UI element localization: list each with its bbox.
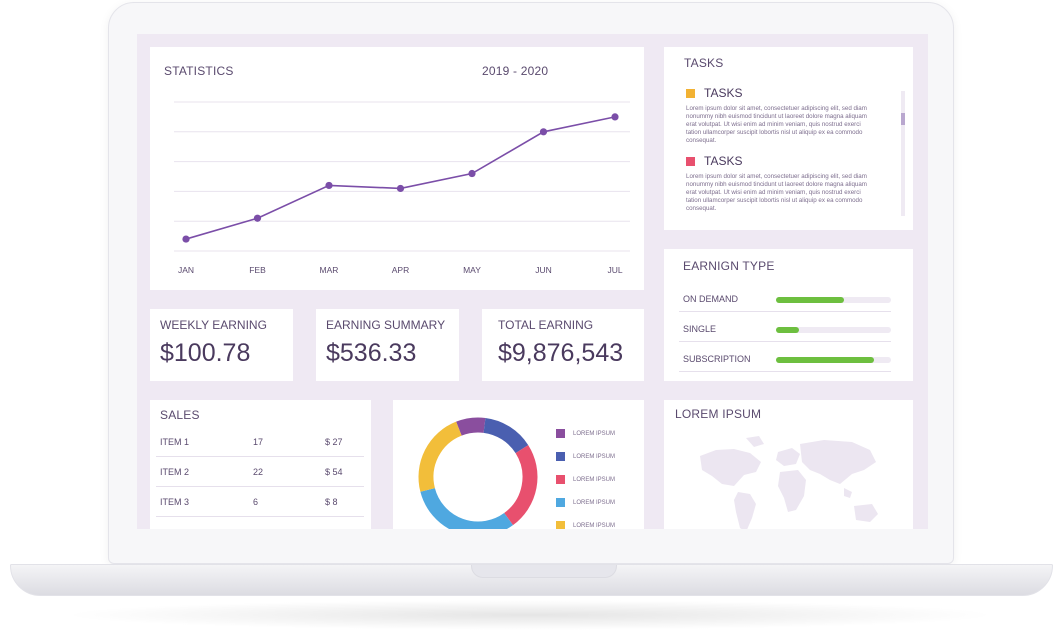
data-point[interactable] bbox=[253, 214, 262, 222]
weekly-earning-label: WEEKLY EARNING bbox=[160, 318, 267, 332]
total-earning-card: TOTAL EARNING $9,876,543 bbox=[482, 309, 644, 381]
earning-type-label: ON DEMAND bbox=[683, 294, 739, 304]
legend-item: LOREM IPSUM bbox=[556, 452, 615, 461]
earning-type-title: EARNIGN TYPE bbox=[683, 259, 775, 273]
sales-item-price: $ 27 bbox=[325, 437, 343, 447]
x-tick-label: FEB bbox=[249, 265, 266, 275]
map-title: LOREM IPSUM bbox=[675, 407, 762, 421]
sales-card: SALES ITEM 1 17 $ 27 ITEM 2 22 $ 54 ITEM… bbox=[150, 400, 371, 529]
statistics-period: 2019 - 2020 bbox=[482, 64, 549, 78]
data-point[interactable] bbox=[325, 181, 333, 190]
weekly-earning-card: WEEKLY EARNING $100.78 bbox=[150, 309, 293, 381]
legend-color-square-icon bbox=[556, 521, 565, 529]
earning-type-label: SINGLE bbox=[683, 324, 717, 334]
task-label: TASKS bbox=[704, 154, 743, 168]
donut-slice[interactable] bbox=[503, 445, 538, 526]
statistics-card: STATISTICS 2019 - 2020 JAN FEB MAR APR MAY JU… bbox=[150, 47, 644, 290]
earning-summary-value: $536.33 bbox=[326, 339, 417, 367]
earning-type-label: SUBSCRIPTION bbox=[683, 354, 751, 364]
legend-label: LOREM IPSUM bbox=[573, 453, 616, 460]
x-tick-label: JUN bbox=[535, 265, 552, 275]
statistics-title: STATISTICS bbox=[164, 64, 234, 78]
total-earning-label: TOTAL EARNING bbox=[498, 318, 594, 332]
task-description: Lorem ipsum dolor sit amet, consectetuer… bbox=[686, 173, 867, 212]
legend-color-square-icon bbox=[556, 429, 565, 438]
legend-color-square-icon bbox=[556, 452, 565, 461]
sales-item-name: ITEM 1 bbox=[160, 437, 190, 447]
table-row[interactable]: ITEM 3 6 $ 8 bbox=[156, 487, 364, 517]
tasks-scrollbar[interactable] bbox=[901, 91, 905, 216]
earning-type-card: EARNIGN TYPE ON DEMAND SINGLE SUBSCRIPTI… bbox=[664, 249, 913, 381]
x-tick-label: MAY bbox=[463, 265, 481, 275]
earning-summary-card: EARNING SUMMARY $536.33 bbox=[316, 309, 459, 381]
earning-type-progress-fill bbox=[776, 357, 874, 363]
earning-type-row: ON DEMAND bbox=[679, 288, 891, 312]
legend-item: LOREM IPSUM bbox=[556, 521, 615, 529]
donut-slice[interactable] bbox=[456, 417, 486, 436]
x-tick-label: APR bbox=[392, 265, 409, 275]
world-map-icon bbox=[700, 436, 878, 529]
donut-slice[interactable] bbox=[483, 417, 529, 454]
statistics-line-chart: JAN FEB MAR APR MAY JUN JUL bbox=[174, 101, 630, 275]
donut-chart-card: LOREM IPSUM LOREM IPSUM LOREM IPSUM LORE… bbox=[393, 400, 644, 529]
earning-type-progress-bar bbox=[776, 357, 891, 363]
sales-item-qty: 6 bbox=[253, 497, 259, 507]
earning-summary-label: EARNING SUMMARY bbox=[326, 318, 446, 332]
sales-item-price: $ 8 bbox=[325, 497, 338, 507]
donut-chart bbox=[418, 417, 538, 529]
legend-color-square-icon bbox=[556, 498, 565, 507]
legend-item: LOREM IPSUM bbox=[556, 475, 615, 484]
legend-item: LOREM IPSUM bbox=[556, 498, 615, 507]
donut-slice[interactable] bbox=[418, 421, 462, 492]
tasks-card: TASKS TASKS Lorem ipsum dolor sit amet, … bbox=[664, 47, 913, 230]
earning-type-progress-fill bbox=[776, 327, 799, 333]
earning-type-row: SINGLE bbox=[679, 318, 891, 342]
map-card: LOREM IPSUM bbox=[664, 400, 913, 529]
legend-label: LOREM IPSUM bbox=[573, 476, 616, 483]
laptop-lid: STATISTICS 2019 - 2020 JAN FEB MAR APR MAY JU… bbox=[108, 2, 954, 564]
donut-slice[interactable] bbox=[420, 487, 513, 529]
earning-type-row: SUBSCRIPTION bbox=[679, 348, 891, 372]
task-label: TASKS bbox=[704, 86, 743, 100]
sales-item-name: ITEM 3 bbox=[160, 497, 190, 507]
total-earning-value: $9,876,543 bbox=[498, 339, 624, 367]
tasks-scrollbar-thumb[interactable] bbox=[901, 113, 905, 125]
data-point[interactable] bbox=[611, 113, 619, 121]
laptop-base bbox=[10, 564, 1053, 596]
task-color-square-icon bbox=[686, 88, 695, 98]
legend-label: LOREM IPSUM bbox=[573, 430, 616, 437]
x-tick-label: JAN bbox=[178, 265, 194, 275]
table-row[interactable]: ITEM 2 22 $ 54 bbox=[156, 457, 364, 487]
legend-label: LOREM IPSUM bbox=[573, 499, 616, 506]
earning-type-progress-fill bbox=[776, 297, 844, 303]
task-description: Lorem ipsum dolor sit amet, consectetuer… bbox=[686, 105, 867, 144]
laptop-notch bbox=[471, 565, 617, 578]
laptop-shadow bbox=[60, 600, 1000, 630]
task-color-square-icon bbox=[686, 156, 695, 166]
earning-type-progress-bar bbox=[776, 327, 891, 333]
dashboard-screen: STATISTICS 2019 - 2020 JAN FEB MAR APR MAY JU… bbox=[137, 34, 928, 529]
data-point[interactable] bbox=[468, 169, 476, 178]
legend-item: LOREM IPSUM bbox=[556, 429, 615, 438]
sales-item-price: $ 54 bbox=[325, 467, 343, 477]
x-tick-label: MAR bbox=[320, 265, 339, 275]
sales-item-qty: 17 bbox=[253, 437, 264, 447]
sales-item-name: ITEM 2 bbox=[160, 467, 190, 477]
task-item[interactable]: TASKS Lorem ipsum dolor sit amet, consec… bbox=[686, 154, 876, 213]
data-point[interactable] bbox=[182, 235, 190, 243]
legend-label: LOREM IPSUM bbox=[573, 522, 616, 529]
data-point[interactable] bbox=[539, 128, 548, 136]
x-tick-label: JUL bbox=[607, 265, 622, 275]
sales-item-qty: 22 bbox=[253, 467, 264, 477]
data-point[interactable] bbox=[396, 184, 405, 193]
legend-color-square-icon bbox=[556, 475, 565, 484]
sales-title: SALES bbox=[160, 408, 200, 422]
table-row[interactable]: ITEM 1 17 $ 27 bbox=[156, 427, 364, 457]
tasks-title: TASKS bbox=[684, 56, 724, 70]
weekly-earning-value: $100.78 bbox=[160, 339, 251, 367]
earning-type-progress-bar bbox=[776, 297, 891, 303]
task-item[interactable]: TASKS Lorem ipsum dolor sit amet, consec… bbox=[686, 86, 876, 145]
